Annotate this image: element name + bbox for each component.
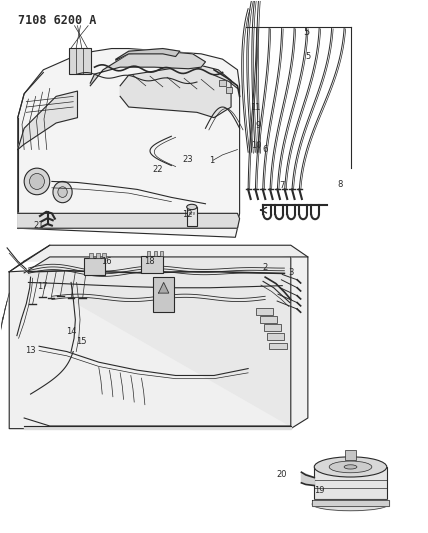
Bar [142,256,163,273]
Text: 23: 23 [182,155,193,164]
Polygon shape [120,64,231,118]
Text: 12: 12 [182,210,193,219]
Bar [314,467,387,499]
Polygon shape [9,257,308,429]
Text: 2: 2 [262,263,268,272]
Polygon shape [24,426,291,429]
Polygon shape [116,49,180,60]
Bar [102,253,106,258]
Bar [270,343,286,350]
Bar [268,334,284,340]
Polygon shape [312,500,389,506]
Text: RTV: RTV [188,213,195,216]
Bar [345,450,356,460]
Text: 8: 8 [337,180,342,189]
Ellipse shape [344,465,357,469]
Text: 21: 21 [33,221,44,230]
Bar [226,87,232,93]
Bar [84,258,105,275]
Polygon shape [158,282,169,293]
Polygon shape [24,257,291,426]
Ellipse shape [314,457,387,477]
Polygon shape [90,51,205,86]
Bar [256,309,273,315]
Ellipse shape [58,187,67,197]
Text: 16: 16 [101,257,112,265]
Bar [187,207,197,226]
Polygon shape [24,245,308,261]
Bar [89,253,93,258]
Ellipse shape [30,173,45,189]
Text: 17: 17 [37,282,48,291]
Ellipse shape [53,181,72,203]
Text: 22: 22 [152,165,163,174]
Text: 3: 3 [288,269,294,277]
Ellipse shape [24,168,50,195]
Text: 5: 5 [305,52,310,61]
Text: 19: 19 [315,486,325,495]
Bar [260,317,277,323]
Polygon shape [301,472,314,486]
Text: 10: 10 [251,141,262,150]
Ellipse shape [187,204,197,209]
Text: 15: 15 [77,337,87,346]
Bar [154,251,157,256]
Bar [219,80,226,86]
Bar [96,253,100,258]
Polygon shape [18,213,240,228]
Bar [160,251,163,256]
Bar [265,325,281,331]
Text: 20: 20 [276,471,287,479]
Text: 5: 5 [303,27,310,37]
Ellipse shape [312,497,389,511]
Bar [147,251,150,256]
Text: 11: 11 [250,102,261,111]
Text: 7108 6200 A: 7108 6200 A [18,14,96,27]
Text: 7: 7 [279,181,285,190]
Text: 14: 14 [66,327,76,336]
Bar [69,48,91,74]
Polygon shape [18,91,77,150]
Polygon shape [18,49,240,237]
Text: 9: 9 [256,121,261,130]
Bar [153,277,174,312]
Text: 1: 1 [209,156,214,165]
Ellipse shape [329,461,372,473]
Text: 13: 13 [25,346,36,355]
Text: 6: 6 [262,145,268,154]
Text: 18: 18 [144,257,155,265]
